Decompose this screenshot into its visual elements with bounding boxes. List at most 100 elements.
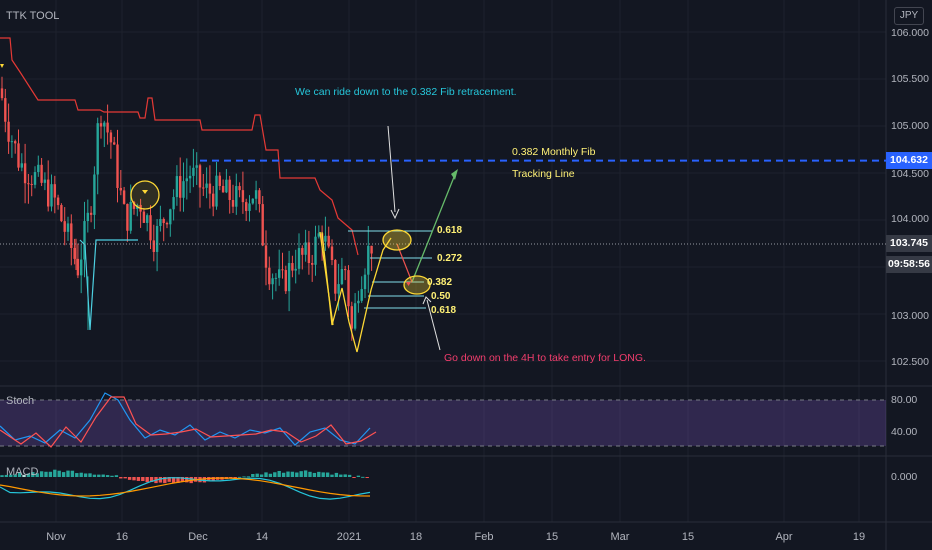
macd-pane-label: MACD — [6, 466, 39, 478]
currency-button[interactable]: JPY — [894, 7, 924, 25]
candle-body — [195, 165, 198, 168]
candle-body — [198, 165, 202, 188]
x-axis-label: 15 — [681, 531, 695, 543]
x-axis-label: 19 — [852, 531, 866, 543]
candle-body — [113, 142, 116, 145]
x-axis-label: Mar — [610, 531, 630, 543]
candle-body — [254, 190, 258, 199]
macd-histogram-bar — [281, 472, 286, 477]
candle-body — [344, 269, 347, 271]
macd-histogram-bar — [202, 477, 207, 483]
macd-histogram-bar — [75, 473, 79, 477]
candle-body — [225, 179, 228, 193]
candle-body — [202, 187, 205, 189]
candle-body — [340, 269, 344, 285]
candle-body — [301, 248, 304, 255]
candle-body — [324, 235, 327, 242]
candle-body — [76, 258, 80, 276]
macd-histogram-bar — [356, 475, 361, 477]
macd-histogram-bar — [9, 474, 13, 477]
macd-histogram-bar — [273, 472, 277, 477]
highlight-circle — [130, 180, 160, 210]
annotation-tracking-line: Tracking Line — [512, 168, 575, 180]
candle-body — [357, 300, 360, 304]
macd-histogram-bar — [251, 473, 255, 477]
macd-histogram-bar — [163, 477, 167, 484]
candle-body — [165, 222, 169, 225]
macd-histogram-bar — [57, 470, 61, 477]
trend-marker-icon — [0, 64, 4, 68]
candle-body — [73, 247, 76, 259]
macd-histogram-bar — [211, 477, 215, 482]
macd-histogram-bar — [22, 474, 26, 477]
entry-marker-icon — [406, 282, 411, 286]
candle-body — [353, 303, 357, 329]
stoch-pane-label: Stoch — [6, 395, 35, 407]
fib-label-0618-bottom: 0.618 — [431, 305, 457, 316]
macd-histogram-bar — [237, 476, 242, 478]
macd-histogram-bar — [136, 477, 141, 481]
candle-body — [294, 268, 297, 271]
candle-body — [334, 260, 337, 294]
candle-body — [314, 236, 317, 265]
x-axis-label: Dec — [188, 531, 208, 543]
macd-histogram-bar — [171, 477, 176, 484]
stoch-axis-label: 80.00 — [891, 394, 918, 406]
candle-body — [37, 164, 40, 173]
macd-histogram-bar — [312, 472, 317, 477]
candle-body — [162, 218, 165, 223]
macd-histogram-bar — [255, 473, 259, 477]
macd-histogram-bar — [299, 471, 303, 477]
fib-label-050: 0.50 — [431, 291, 451, 302]
macd-histogram-bar — [35, 473, 39, 477]
candle-body — [93, 174, 96, 215]
fib-label-0272: 0.272 — [437, 253, 463, 264]
zigzag-projection — [321, 231, 392, 353]
macd-histogram-bar — [114, 475, 119, 477]
candle-body — [317, 233, 320, 237]
macd-histogram-bar — [127, 477, 132, 480]
candle-body — [188, 175, 192, 179]
macd-histogram-bar — [31, 472, 35, 477]
candle-body — [251, 198, 254, 204]
macd-histogram-bar — [39, 471, 44, 477]
highlight-circle — [382, 229, 412, 251]
support-trail-line — [79, 239, 138, 331]
candle-body — [20, 163, 23, 168]
candle-body — [80, 259, 83, 276]
macd-histogram-bar — [361, 476, 365, 478]
macd-histogram-bar — [176, 477, 180, 483]
candle-body — [169, 209, 172, 225]
highlight-circle — [403, 275, 431, 295]
macd-histogram-bar — [17, 472, 22, 477]
macd-histogram-bar — [123, 477, 127, 479]
candle-body — [370, 245, 373, 254]
candle-body — [172, 197, 175, 210]
candle-body — [23, 163, 27, 184]
macd-histogram-bar — [26, 473, 31, 477]
macd-histogram-bar — [149, 477, 154, 483]
candle-body — [175, 176, 179, 198]
fib-label-0382: 0.382 — [427, 277, 453, 288]
macd-histogram-bar — [48, 471, 53, 477]
y-axis-label: 104.500 — [891, 168, 929, 180]
candle-body — [221, 185, 225, 193]
pointer-arrow — [387, 125, 396, 213]
candle-body — [330, 246, 334, 261]
candle-body — [106, 122, 109, 133]
candle-body — [70, 223, 73, 248]
candle-body — [268, 267, 271, 285]
y-axis-label: 103.000 — [891, 310, 929, 322]
candle-body — [132, 201, 136, 209]
y-axis-label: 106.000 — [891, 27, 929, 39]
y-axis-label: 105.000 — [891, 120, 929, 132]
candle-body — [56, 197, 60, 206]
macd-histogram-bar — [97, 474, 101, 477]
candle-body — [63, 221, 66, 232]
candle-body — [367, 245, 370, 275]
candle-body — [122, 190, 126, 204]
candle-body — [66, 223, 70, 232]
candle-body — [311, 263, 314, 265]
